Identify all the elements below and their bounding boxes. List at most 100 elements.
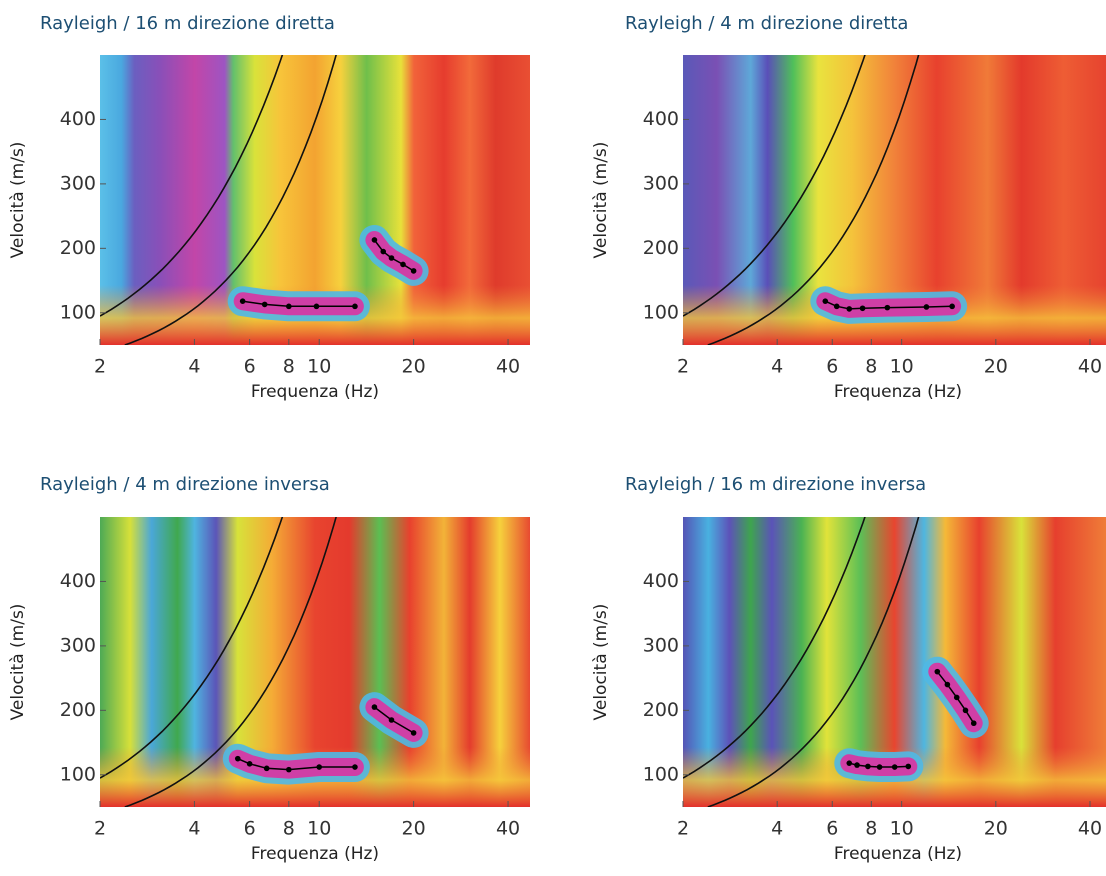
dispersion-point (846, 760, 853, 766)
y-axis-title: Velocità (m/s) (591, 604, 611, 721)
chart-title: Rayleigh / 4 m direzione inversa (40, 474, 330, 495)
x-axis-title: Frequenza (Hz) (834, 844, 962, 864)
x-tick-label: 6 (826, 356, 838, 378)
x-tick-label: 2 (94, 356, 106, 378)
dispersion-point (970, 720, 977, 727)
limit-curve (100, 55, 284, 317)
dispersion-point (876, 764, 883, 770)
x-tick-label: 4 (771, 818, 783, 840)
x-tick-label: 20 (402, 818, 426, 840)
x-tick-label: 40 (496, 356, 520, 378)
x-tick-label: 2 (94, 818, 106, 840)
dispersion-point (388, 255, 395, 261)
plot-area (683, 55, 1106, 345)
plot-area (100, 517, 530, 807)
dispersion-point (263, 765, 270, 772)
dispersion-point (923, 304, 930, 310)
dispersion-point (891, 764, 898, 770)
dispersion-point (833, 303, 840, 310)
dispersion-point (246, 761, 253, 767)
y-tick-label: 200 (60, 237, 96, 259)
x-tick-label: 40 (1078, 818, 1102, 840)
dispersion-point (234, 755, 241, 762)
dispersion-point (400, 261, 406, 268)
x-tick-label: 40 (1078, 356, 1102, 378)
x-axis-title: Frequenza (Hz) (834, 382, 962, 402)
dispersion-point (934, 668, 941, 675)
dispersion-point (962, 707, 969, 714)
x-tick-label: 10 (890, 356, 914, 378)
x-tick-label: 20 (402, 356, 426, 378)
dispersion-point (371, 704, 378, 710)
dispersion-point (286, 766, 292, 773)
plot-area (683, 517, 1106, 807)
x-tick-label: 8 (283, 356, 295, 378)
y-tick-label: 100 (643, 301, 679, 323)
y-tick-label: 300 (643, 634, 679, 656)
dispersion-point (846, 306, 853, 312)
y-axis-title: Velocità (m/s) (8, 142, 28, 259)
x-axis-title: Frequenza (Hz) (251, 382, 379, 402)
x-tick-label: 2 (677, 818, 689, 840)
x-tick-label: 10 (307, 818, 331, 840)
limit-curve (124, 517, 337, 807)
limit-curve (707, 517, 920, 807)
y-axis-title: Velocità (m/s) (8, 604, 28, 721)
dispersion-point (410, 730, 417, 736)
y-axis-title: Velocità (m/s) (591, 142, 611, 259)
x-tick-label: 8 (283, 818, 295, 840)
limit-curve (124, 55, 337, 345)
y-tick-label: 400 (60, 108, 96, 130)
y-tick-label: 400 (643, 570, 679, 592)
x-axis-title: Frequenza (Hz) (251, 844, 379, 864)
y-tick-label: 100 (60, 301, 96, 323)
plot-area (100, 55, 530, 345)
limit-curve (683, 55, 866, 317)
dispersion-point (822, 298, 829, 304)
limit-curve (100, 517, 284, 779)
y-tick-label: 400 (60, 570, 96, 592)
dispersion-point (371, 237, 378, 243)
limit-curve (707, 55, 920, 345)
dispersion-point (388, 717, 395, 723)
x-tick-label: 6 (826, 818, 838, 840)
dispersion-point (953, 694, 960, 701)
y-tick-label: 400 (643, 108, 679, 130)
y-tick-label: 200 (60, 699, 96, 721)
dispersion-point (949, 303, 955, 310)
dispersion-point (865, 763, 871, 770)
dispersion-point (239, 298, 246, 304)
y-tick-label: 200 (643, 237, 679, 259)
y-tick-label: 300 (643, 172, 679, 194)
x-tick-label: 10 (307, 356, 331, 378)
dispersion-point (352, 303, 358, 310)
x-tick-label: 4 (188, 818, 200, 840)
dispersion-point (286, 303, 292, 310)
dispersion-point (854, 762, 860, 768)
limit-curve (683, 517, 866, 779)
x-tick-label: 40 (496, 818, 520, 840)
dispersion-point (944, 681, 951, 688)
chart-title: Rayleigh / 4 m direzione diretta (625, 13, 908, 34)
dispersion-point (905, 763, 912, 770)
y-tick-label: 200 (643, 699, 679, 721)
x-tick-label: 4 (771, 356, 783, 378)
x-tick-label: 2 (677, 356, 689, 378)
chart-title: Rayleigh / 16 m direzione diretta (40, 13, 335, 34)
dispersion-point (410, 268, 417, 274)
x-tick-label: 6 (244, 818, 256, 840)
x-tick-label: 8 (865, 356, 877, 378)
dispersion-point (884, 304, 891, 311)
dispersion-point (380, 248, 387, 255)
y-tick-label: 300 (60, 172, 96, 194)
y-tick-label: 100 (643, 763, 679, 785)
x-tick-label: 8 (865, 818, 877, 840)
x-tick-label: 4 (188, 356, 200, 378)
dispersion-point (352, 764, 358, 770)
x-tick-label: 10 (890, 818, 914, 840)
dispersion-point (261, 301, 268, 308)
chart-title: Rayleigh / 16 m direzione inversa (625, 474, 926, 495)
dispersion-point (316, 764, 323, 770)
x-tick-label: 6 (244, 356, 256, 378)
